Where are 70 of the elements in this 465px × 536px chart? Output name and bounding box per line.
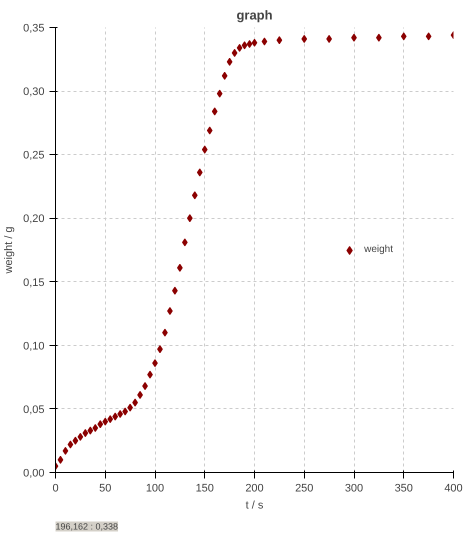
point	[246, 40, 252, 48]
point	[196, 168, 203, 176]
y-tick-label: 0,05	[23, 404, 45, 416]
point	[242, 41, 248, 50]
y-axis-title: weight / g	[3, 226, 16, 275]
x-tick-label: 100	[146, 482, 164, 494]
point	[82, 429, 88, 438]
point	[426, 32, 432, 40]
y-tick-label: 0,35	[23, 22, 45, 34]
point	[122, 407, 128, 416]
x-tick-label: 350	[394, 482, 413, 494]
point	[192, 191, 198, 200]
point	[222, 72, 228, 80]
point	[152, 359, 158, 368]
point	[117, 410, 124, 418]
point	[107, 415, 114, 424]
point	[326, 34, 332, 43]
point	[182, 238, 188, 246]
point	[142, 382, 148, 390]
point	[232, 48, 238, 57]
point	[172, 286, 178, 295]
point	[202, 146, 208, 154]
point	[400, 32, 407, 40]
x-tick-label: 200	[245, 482, 264, 494]
point	[226, 58, 232, 66]
x-tick-label: 0	[52, 482, 59, 494]
y-tick-label: 0,00	[23, 468, 45, 480]
point	[92, 424, 98, 432]
x-tick-label: 400	[444, 482, 463, 494]
x-tick-label: 50	[99, 482, 112, 494]
point	[62, 446, 68, 455]
chart-title: graph	[236, 8, 273, 22]
point	[72, 436, 78, 445]
point	[236, 44, 242, 52]
point	[206, 126, 213, 134]
point	[97, 420, 104, 428]
point	[87, 426, 94, 435]
y-tick-label: 0,20	[23, 213, 45, 226]
point	[147, 370, 153, 379]
point	[127, 404, 133, 412]
point	[186, 214, 193, 222]
point	[137, 390, 143, 399]
point	[78, 432, 84, 441]
point	[68, 440, 74, 449]
x-tick-label: 150	[196, 482, 214, 494]
y-tick-label: 0,25	[23, 150, 45, 162]
point	[216, 90, 223, 98]
point	[58, 456, 64, 464]
point	[376, 34, 382, 42]
legend-label: weight	[364, 244, 393, 255]
point	[212, 107, 218, 116]
y-tick-label: 0,15	[23, 276, 45, 289]
point	[102, 418, 108, 426]
x-tick-label: 250	[295, 482, 314, 494]
point	[276, 36, 282, 44]
x-axis-title: t / s	[246, 500, 264, 512]
point	[301, 34, 308, 43]
text: 196,162 : 0,338	[56, 522, 118, 532]
point	[167, 307, 173, 316]
point	[132, 398, 138, 407]
point	[112, 412, 118, 421]
x-tick-label: 300	[344, 482, 364, 494]
point	[252, 38, 258, 47]
point	[162, 328, 168, 337]
y-tick-label: 0,10	[23, 340, 45, 352]
y-tick-label: 0,30	[23, 86, 45, 98]
point	[177, 264, 183, 272]
point	[157, 345, 163, 354]
point	[351, 34, 357, 42]
point	[262, 37, 268, 46]
